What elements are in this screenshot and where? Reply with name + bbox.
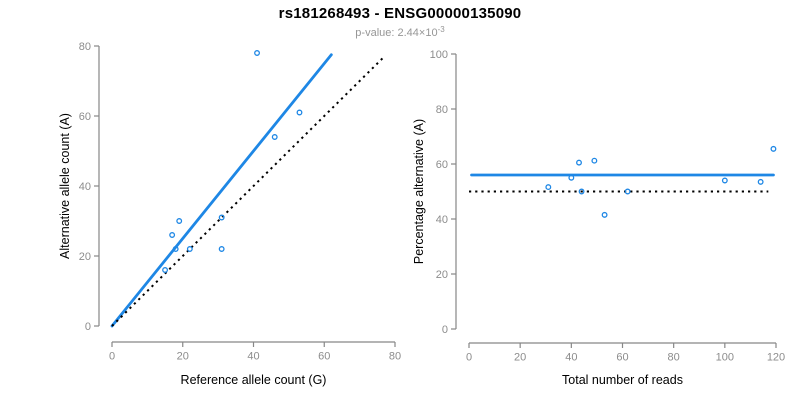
x-tick-label: 120 xyxy=(767,352,785,364)
identity-line xyxy=(111,55,386,327)
data-point xyxy=(578,188,585,195)
data-point xyxy=(254,50,260,56)
data-point xyxy=(218,214,225,221)
y-tick-label: 80 xyxy=(79,41,91,53)
x-axis-title: Reference allele count (G) xyxy=(181,373,327,387)
data-point xyxy=(576,159,582,166)
x-tick-label: 20 xyxy=(514,352,526,364)
x-tick-label: 0 xyxy=(466,352,472,364)
y-tick-label: 20 xyxy=(436,269,448,281)
data-point xyxy=(591,157,598,164)
x-tick-label: 40 xyxy=(565,352,577,364)
y-tick-label: 100 xyxy=(430,49,448,61)
x-tick-label: 80 xyxy=(668,352,680,364)
y-tick-label: 0 xyxy=(85,321,91,333)
data-point xyxy=(169,232,176,238)
y-tick-label: 0 xyxy=(442,324,448,336)
x-tick-label: 60 xyxy=(616,352,628,364)
data-point xyxy=(186,246,193,252)
x-axis-title: Total number of reads xyxy=(562,373,683,387)
data-point xyxy=(172,246,179,252)
x-tick-label: 0 xyxy=(109,351,115,363)
fit-line xyxy=(110,53,333,328)
y-axis-title: Alternative allele count (A) xyxy=(58,113,72,259)
y-tick-label: 60 xyxy=(79,111,91,123)
data-point xyxy=(162,267,169,273)
data-point xyxy=(624,188,631,195)
pvalue-text: p-value: 2.44×10 xyxy=(355,27,438,39)
data-point xyxy=(601,211,608,218)
x-tick-label: 20 xyxy=(177,351,189,363)
y-tick-label: 60 xyxy=(436,159,448,171)
data-point xyxy=(721,177,728,184)
y-tick-label: 40 xyxy=(79,181,91,193)
data-point xyxy=(568,174,575,181)
y-tick-label: 20 xyxy=(79,251,91,263)
figure-title: rs181268493 - ENSG00000135090 xyxy=(278,5,522,22)
y-tick-label: 80 xyxy=(436,104,448,116)
data-point xyxy=(545,184,552,191)
x-tick-label: 60 xyxy=(318,351,330,363)
y-tick-label: 40 xyxy=(436,214,448,226)
figure-subtitle: p-value: 2.44×10-3 xyxy=(0,25,800,39)
data-point xyxy=(218,246,225,252)
pvalue-exponent: -3 xyxy=(437,25,445,34)
x-tick-label: 40 xyxy=(247,351,259,363)
data-point xyxy=(757,178,764,185)
data-point xyxy=(271,134,278,140)
data-point xyxy=(296,109,303,116)
x-tick-label: 80 xyxy=(389,351,401,363)
y-axis-title: Percentage alternative (A) xyxy=(412,119,426,264)
data-point xyxy=(176,218,183,224)
right-scatter-plot: 0 20 40 60 80 100 0 20 40 60 80 100 120 Total number … xyxy=(412,49,785,387)
data-point xyxy=(770,145,777,152)
x-tick-label: 100 xyxy=(716,352,734,364)
left-scatter-plot: 0 20 40 60 80 0 20 40 60 80 Reference allele count… xyxy=(58,41,401,387)
